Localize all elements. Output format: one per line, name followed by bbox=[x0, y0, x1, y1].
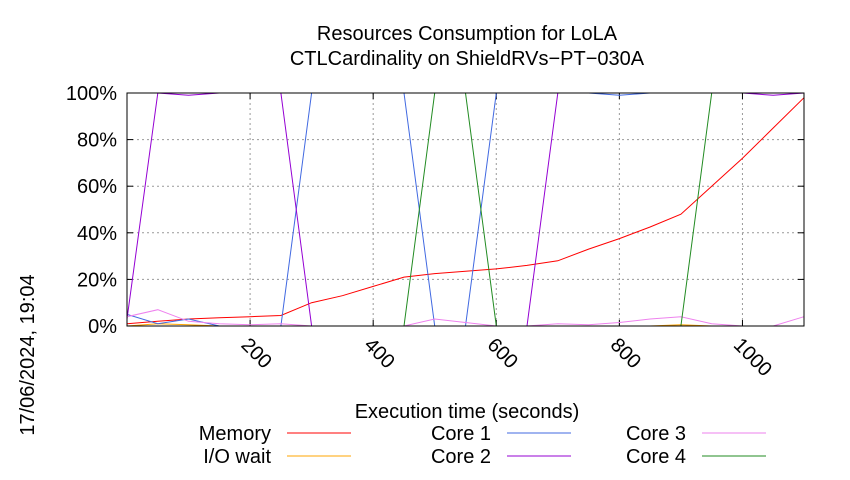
legend-label: Memory bbox=[199, 423, 271, 445]
series-line-core-2 bbox=[126, 92, 805, 327]
y-tick-label: 100% bbox=[66, 83, 117, 105]
series-lines bbox=[126, 92, 805, 327]
series-line-memory bbox=[126, 97, 805, 325]
chart-title: Resources Consumption for LoLA bbox=[317, 23, 618, 45]
x-tick-label: 200 bbox=[237, 334, 276, 373]
x-tick-label: 800 bbox=[606, 334, 645, 373]
legend-label: Core 2 bbox=[431, 446, 491, 468]
legend-label: Core 4 bbox=[626, 446, 686, 468]
series-line-core-1 bbox=[126, 92, 804, 327]
x-axis-title: Execution time (seconds) bbox=[355, 401, 580, 423]
legend-label: I/O wait bbox=[203, 446, 271, 468]
y-tick-label: 40% bbox=[77, 223, 117, 245]
series-line-core-3 bbox=[126, 309, 805, 327]
timestamp-label: 17/06/2024, 19:04 bbox=[17, 274, 39, 435]
series-line-core-4 bbox=[127, 92, 804, 327]
legend-label: Core 1 bbox=[431, 423, 491, 445]
plot-frame bbox=[126, 92, 805, 327]
x-tick-label: 1000 bbox=[729, 334, 776, 381]
x-tick-label: 400 bbox=[360, 334, 399, 373]
chart-subtitle: CTLCardinality on ShieldRVs−PT−030A bbox=[290, 48, 645, 70]
y-tick-label: 20% bbox=[77, 269, 117, 291]
y-tick-label: 80% bbox=[77, 130, 117, 152]
legend-label: Core 3 bbox=[626, 423, 686, 445]
grid-lines bbox=[127, 93, 804, 326]
x-tick-label: 600 bbox=[483, 334, 522, 373]
y-tick-label: 60% bbox=[77, 176, 117, 198]
y-tick-label: 0% bbox=[88, 316, 117, 338]
